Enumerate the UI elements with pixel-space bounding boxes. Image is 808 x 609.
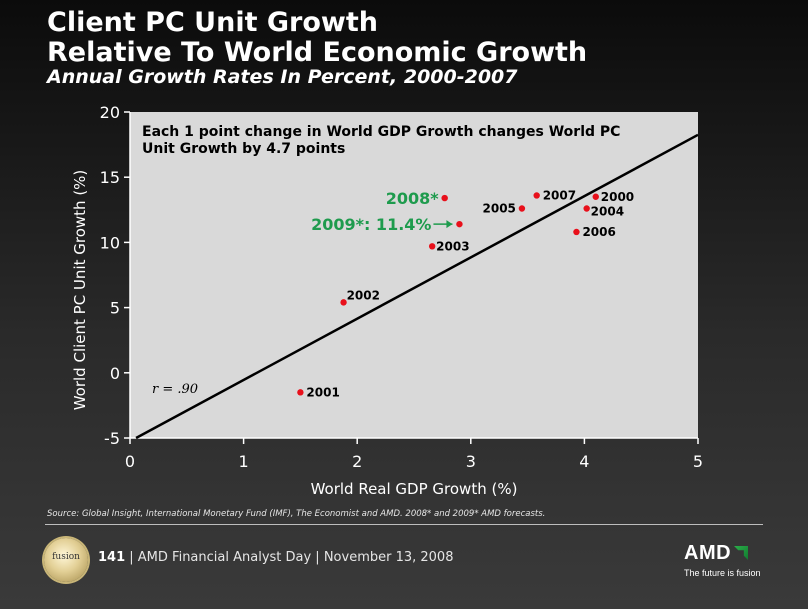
axes: 20 15 10 5 0 -5 0 1 2 3 4 5 <box>100 103 703 471</box>
x-tick-label: 2 <box>352 452 362 471</box>
source-note: Source: Global Insight, International Mo… <box>47 509 546 519</box>
title-line-2: Relative To World Economic Growth <box>47 37 588 68</box>
point-label: 2005 <box>483 201 516 215</box>
y-tick-label: 15 <box>100 168 120 187</box>
point-label: 2007 <box>543 188 576 202</box>
title-line-1: Client PC Unit Growth <box>47 7 378 38</box>
x-tick-label: 0 <box>125 452 135 471</box>
page-title: Client PC Unit Growth Relative To World … <box>47 8 587 68</box>
footer-divider <box>45 524 763 525</box>
forecast-arrow-head <box>446 220 453 229</box>
correlation-label: r = .90 <box>152 382 198 397</box>
point-label: 2009*: 11.4% <box>311 215 431 234</box>
annotation-line-2: Unit Growth by 4.7 points <box>142 141 345 157</box>
data-points: 2000 2001 2002 2003 2004 2005 2006 2007 2008* 200… <box>297 188 634 399</box>
page-subtitle: Annual Growth Rates In Percent, 2000-200… <box>47 66 518 88</box>
data-point <box>533 192 540 199</box>
data-point <box>441 194 448 202</box>
y-tick-label: 5 <box>110 299 120 318</box>
point-label: 2004 <box>591 204 624 218</box>
data-point <box>592 193 599 200</box>
data-point <box>573 228 580 236</box>
page-number: 141 <box>98 550 126 565</box>
amd-arrow-icon <box>734 546 749 560</box>
y-axis-label: World Client PC Unit Growth (%) <box>71 170 89 411</box>
data-point <box>297 389 304 396</box>
x-tick-label: 1 <box>239 452 249 471</box>
point-label: 2006 <box>582 225 615 239</box>
fusion-logo: fusion <box>44 538 88 582</box>
plot-area <box>130 112 698 438</box>
x-tick-label: 4 <box>579 452 589 471</box>
y-tick-label: 0 <box>110 364 120 383</box>
data-point <box>456 220 463 228</box>
trend-line <box>135 133 699 440</box>
y-tick-label: 10 <box>100 233 120 252</box>
point-label: 2008* <box>386 189 440 208</box>
data-point <box>518 205 526 212</box>
footer-text: 141 | AMD Financial Analyst Day | Novemb… <box>98 550 453 565</box>
tagline: The future is fusion <box>684 568 761 578</box>
annotation-line-1: Each 1 point change in World GDP Growth … <box>142 124 620 140</box>
point-label: 2000 <box>601 190 634 204</box>
y-tick-label: 20 <box>100 103 120 122</box>
x-axis-label: World Real GDP Growth (%) <box>311 480 518 498</box>
point-label: 2002 <box>347 288 380 302</box>
y-tick-label: -5 <box>104 429 120 448</box>
data-point <box>340 299 347 306</box>
x-tick-label: 5 <box>693 452 703 471</box>
x-tick-label: 3 <box>466 452 476 471</box>
data-point <box>583 205 590 212</box>
data-point <box>428 243 436 250</box>
amd-logo: AMD <box>684 542 749 565</box>
point-label: 2001 <box>306 385 339 399</box>
point-label: 2003 <box>436 239 469 253</box>
fusion-logo-text: fusion <box>52 552 80 562</box>
amd-logo-text: AMD <box>684 542 732 564</box>
event-text: | AMD Financial Analyst Day | November 1… <box>129 550 454 565</box>
